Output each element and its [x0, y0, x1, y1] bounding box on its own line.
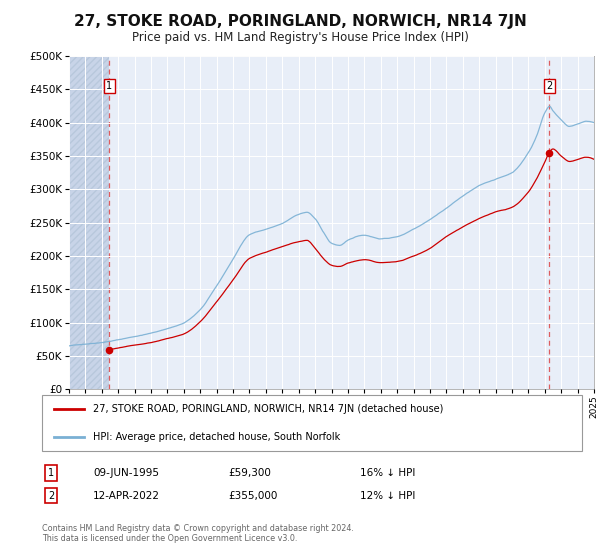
- Bar: [69, 56, 109, 389]
- Text: 2: 2: [546, 81, 553, 91]
- Text: 2: 2: [48, 491, 54, 501]
- Text: 12% ↓ HPI: 12% ↓ HPI: [360, 491, 415, 501]
- Text: £59,300: £59,300: [228, 468, 271, 478]
- Text: 27, STOKE ROAD, PORINGLAND, NORWICH, NR14 7JN (detached house): 27, STOKE ROAD, PORINGLAND, NORWICH, NR1…: [93, 404, 443, 414]
- Text: Contains HM Land Registry data © Crown copyright and database right 2024.
This d: Contains HM Land Registry data © Crown c…: [42, 524, 354, 543]
- Text: 1: 1: [48, 468, 54, 478]
- Text: 12-APR-2022: 12-APR-2022: [93, 491, 160, 501]
- Text: 1: 1: [106, 81, 112, 91]
- Text: HPI: Average price, detached house, South Norfolk: HPI: Average price, detached house, Sout…: [93, 432, 340, 442]
- Text: 09-JUN-1995: 09-JUN-1995: [93, 468, 159, 478]
- Text: £355,000: £355,000: [228, 491, 277, 501]
- Text: 27, STOKE ROAD, PORINGLAND, NORWICH, NR14 7JN: 27, STOKE ROAD, PORINGLAND, NORWICH, NR1…: [74, 14, 526, 29]
- Text: 16% ↓ HPI: 16% ↓ HPI: [360, 468, 415, 478]
- Text: Price paid vs. HM Land Registry's House Price Index (HPI): Price paid vs. HM Land Registry's House …: [131, 31, 469, 44]
